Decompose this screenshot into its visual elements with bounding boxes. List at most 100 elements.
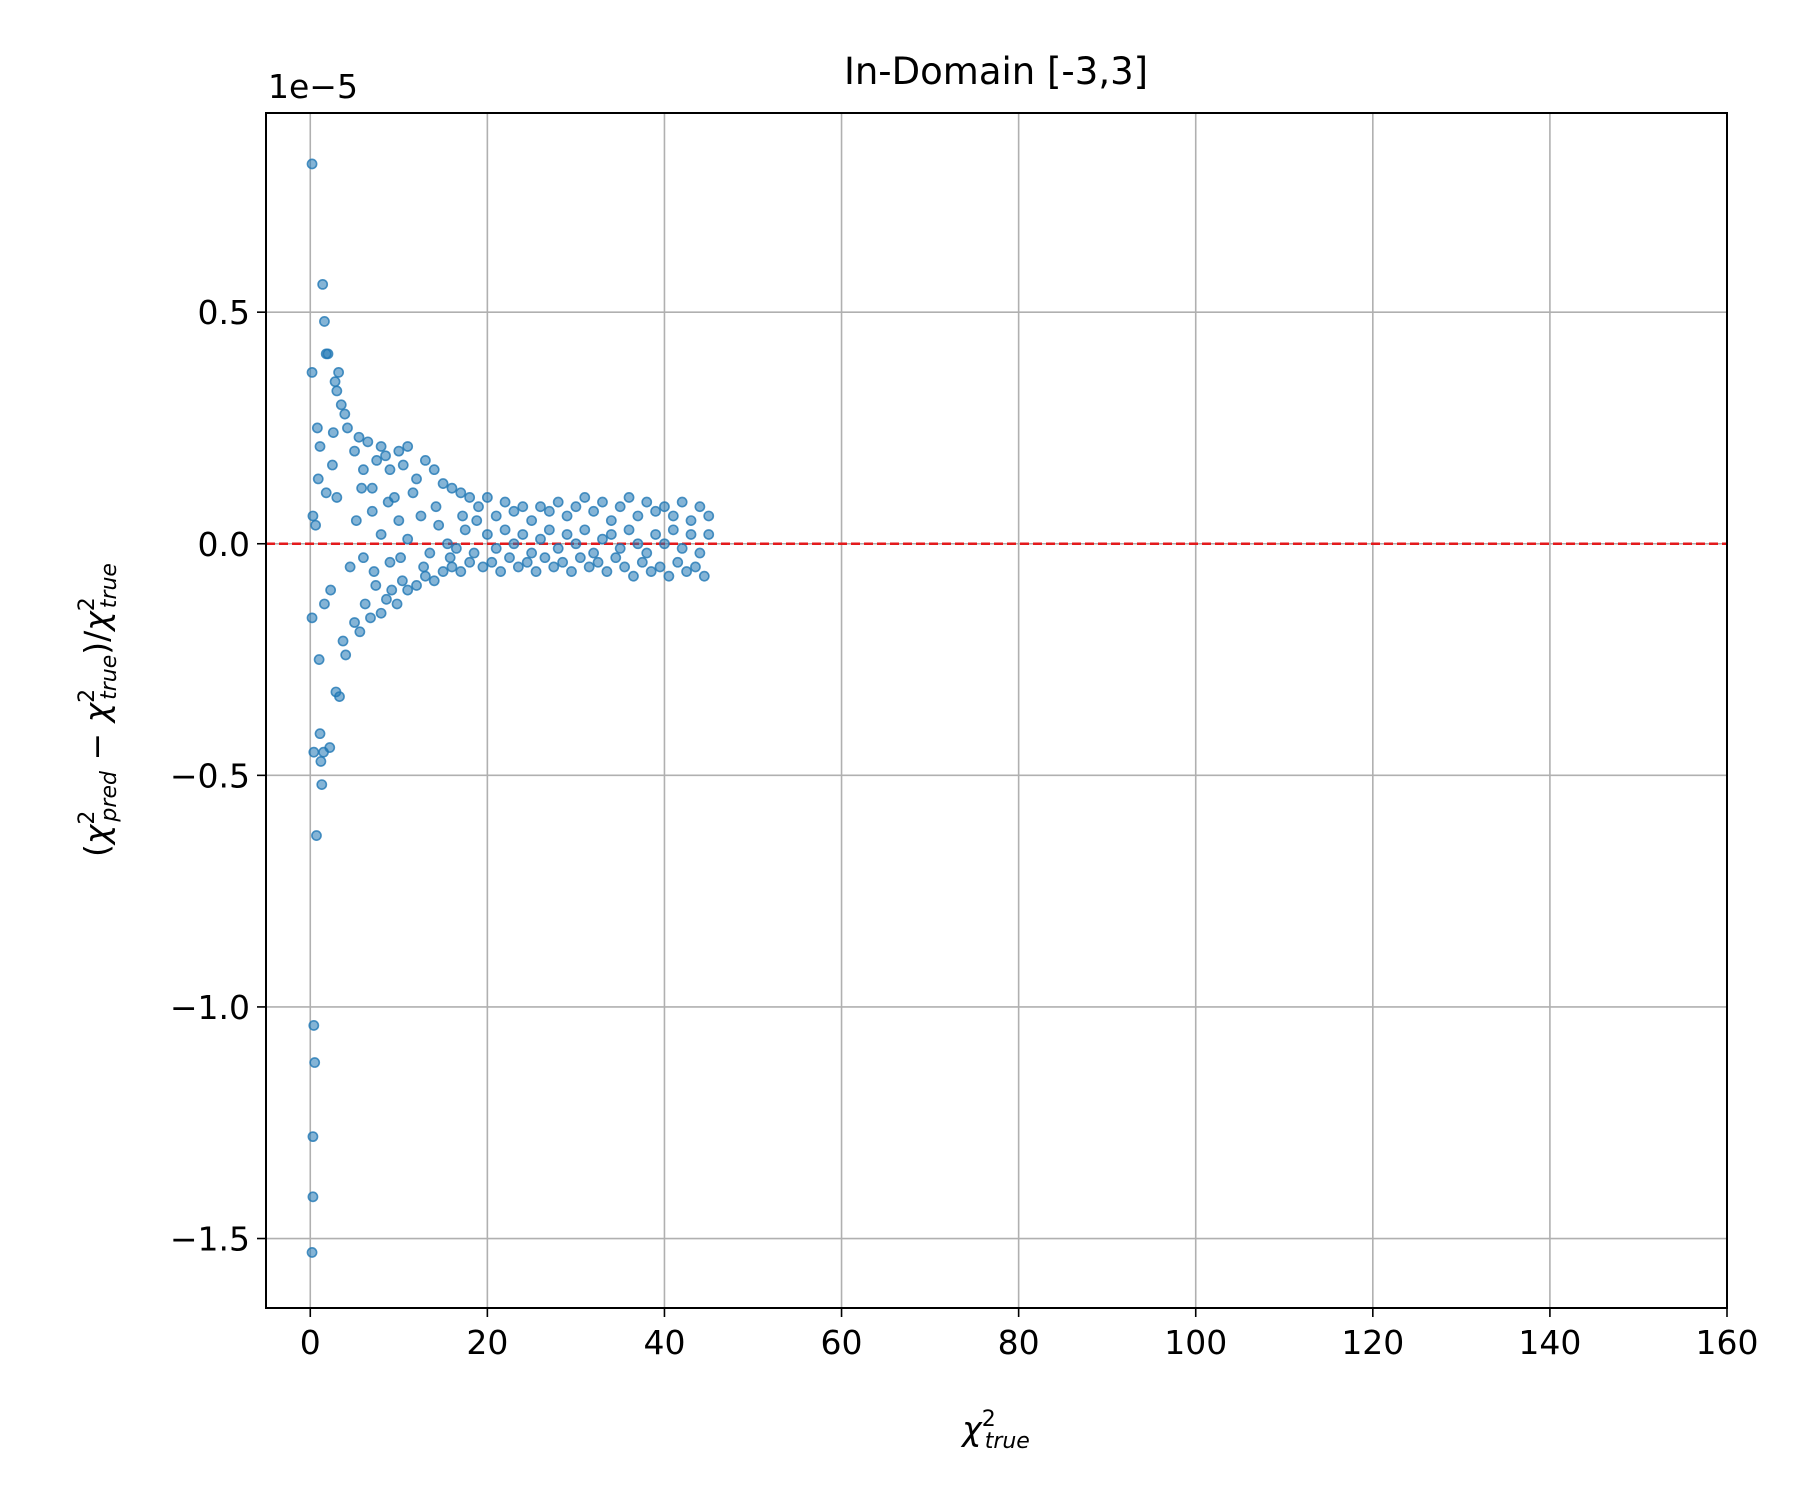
data-point bbox=[375, 529, 387, 540]
y-offset-label: 1e−5 bbox=[268, 67, 358, 106]
data-point bbox=[477, 561, 489, 573]
data-point bbox=[566, 566, 577, 577]
data-point bbox=[517, 501, 529, 513]
data-point bbox=[312, 473, 324, 485]
data-point bbox=[654, 561, 666, 573]
data-point bbox=[636, 556, 648, 568]
data-point bbox=[366, 482, 378, 494]
y-tick-label: 0.0 bbox=[198, 525, 250, 564]
data-point bbox=[356, 482, 368, 494]
y-axis-ticks: −1.5 −1.0 −0.5 0.0 0.5 bbox=[170, 293, 266, 1259]
data-point bbox=[694, 501, 706, 513]
data-point bbox=[311, 830, 322, 841]
data-point bbox=[650, 505, 661, 517]
data-point bbox=[672, 556, 684, 568]
data-point bbox=[350, 515, 362, 526]
data-point bbox=[309, 1057, 321, 1068]
data-point bbox=[592, 556, 604, 568]
data-point bbox=[588, 547, 600, 559]
data-point bbox=[583, 561, 595, 573]
y-tick-label: −1.0 bbox=[170, 988, 250, 1027]
data-point bbox=[391, 598, 403, 610]
data-point bbox=[418, 561, 430, 573]
plot-frame bbox=[265, 112, 1728, 1309]
data-point bbox=[694, 547, 706, 559]
data-point bbox=[316, 779, 328, 791]
data-point bbox=[370, 580, 382, 591]
data-point bbox=[314, 728, 326, 740]
data-point bbox=[690, 561, 701, 573]
data-point bbox=[393, 445, 405, 457]
data-point bbox=[333, 366, 345, 378]
data-point bbox=[526, 547, 538, 559]
x-tick-label: 160 bbox=[1696, 1323, 1759, 1362]
data-point bbox=[433, 519, 445, 531]
data-point bbox=[446, 482, 458, 494]
data-point bbox=[659, 501, 670, 513]
data-point bbox=[676, 542, 688, 554]
data-point bbox=[357, 464, 369, 476]
data-point bbox=[667, 510, 679, 522]
data-point bbox=[437, 566, 449, 577]
x-tick-label: 120 bbox=[1341, 1323, 1404, 1362]
data-point bbox=[605, 529, 617, 540]
data-point bbox=[614, 501, 626, 513]
data-point bbox=[605, 515, 617, 526]
data-point bbox=[561, 529, 573, 540]
data-point bbox=[508, 505, 520, 517]
data-point bbox=[384, 464, 396, 476]
data-point bbox=[473, 501, 484, 513]
data-point bbox=[315, 756, 327, 767]
x-tick-label: 100 bbox=[1164, 1323, 1227, 1362]
data-point bbox=[402, 441, 414, 452]
data-point bbox=[601, 566, 613, 577]
y-axis-label: (χ2pred​ − χ2true​)/χ2true​ bbox=[75, 563, 122, 857]
data-point bbox=[561, 510, 573, 522]
data-point bbox=[349, 617, 360, 628]
data-point bbox=[307, 510, 319, 522]
data-point bbox=[327, 427, 339, 438]
data-point bbox=[504, 552, 515, 564]
data-point bbox=[455, 487, 467, 499]
data-point bbox=[344, 561, 356, 573]
data-point bbox=[322, 348, 334, 360]
data-point bbox=[402, 584, 414, 596]
data-point bbox=[597, 533, 608, 545]
data-point bbox=[334, 691, 345, 703]
data-points bbox=[306, 158, 715, 1258]
data-point bbox=[579, 492, 591, 503]
data-point bbox=[508, 538, 520, 550]
data-point bbox=[667, 524, 679, 536]
data-point bbox=[320, 487, 332, 499]
data-point bbox=[444, 552, 456, 564]
data-point bbox=[308, 1020, 320, 1031]
data-point bbox=[641, 547, 653, 559]
data-point bbox=[512, 561, 524, 573]
data-point bbox=[397, 459, 409, 471]
data-point bbox=[308, 746, 320, 758]
data-point bbox=[419, 570, 431, 582]
data-point bbox=[570, 538, 582, 550]
data-point bbox=[623, 524, 635, 536]
data-point bbox=[353, 431, 365, 443]
data-point bbox=[685, 515, 697, 526]
data-point bbox=[311, 422, 323, 434]
data-point bbox=[393, 515, 405, 526]
data-point bbox=[371, 454, 383, 466]
data-point bbox=[535, 501, 546, 513]
data-point bbox=[365, 612, 376, 624]
data-point bbox=[663, 570, 675, 582]
data-point bbox=[381, 593, 392, 605]
data-point bbox=[411, 580, 422, 591]
data-point bbox=[313, 654, 325, 665]
data-point bbox=[570, 501, 582, 513]
data-point bbox=[468, 547, 480, 559]
data-point bbox=[349, 445, 360, 457]
data-point bbox=[430, 501, 442, 513]
data-point bbox=[703, 510, 715, 522]
data-point bbox=[681, 566, 692, 577]
data-point bbox=[628, 570, 639, 582]
data-point bbox=[415, 510, 427, 522]
data-point bbox=[574, 552, 586, 564]
